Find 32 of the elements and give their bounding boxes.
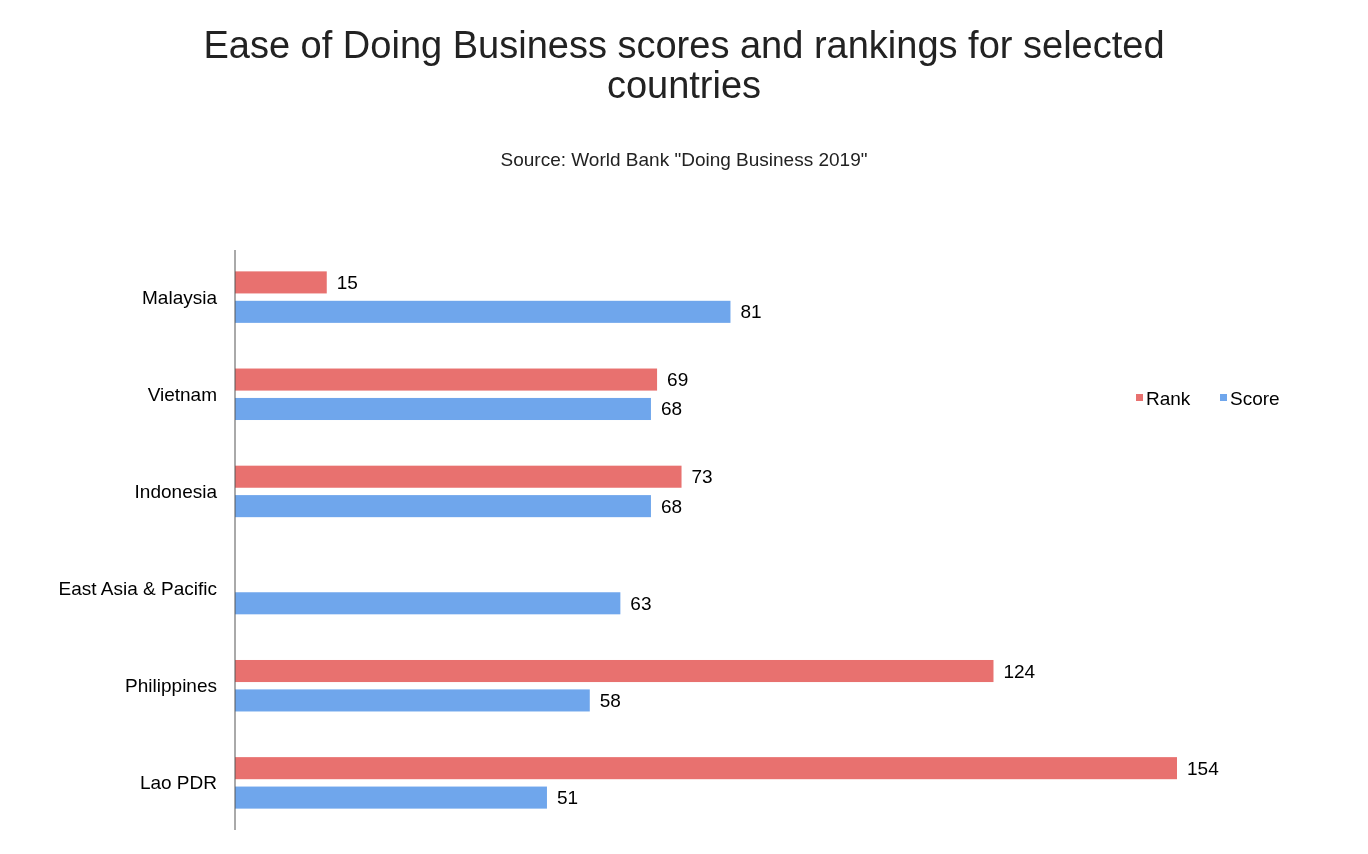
y-tick-label: East Asia & Pacific <box>58 578 217 600</box>
data-label: 81 <box>740 301 762 323</box>
data-label: 15 <box>336 271 358 293</box>
bar <box>235 271 327 294</box>
bar <box>235 495 651 518</box>
data-label: 58 <box>599 689 621 711</box>
bar <box>235 659 994 683</box>
legend-label: Rank <box>1146 387 1191 409</box>
bar <box>235 300 731 323</box>
data-label: 68 <box>660 495 683 517</box>
chart-title: Ease of Doing Business scores and rankings for selected countries <box>203 24 1165 106</box>
data-label: 124 <box>1003 660 1036 682</box>
data-label: 63 <box>630 592 652 614</box>
data-label: 51 <box>556 787 579 809</box>
data-label: 73 <box>691 466 713 488</box>
y-tick-label: Philippines <box>125 675 217 697</box>
legend-label: Score <box>1230 387 1280 409</box>
data-label: 154 <box>1187 757 1220 779</box>
bar <box>235 786 547 809</box>
y-tick-label: Malaysia <box>142 286 218 308</box>
bar <box>235 592 621 615</box>
bar <box>235 368 658 391</box>
y-tick-label: Lao PDR <box>139 772 217 794</box>
bar <box>235 397 651 421</box>
y-tick-label: Vietnam <box>147 383 217 405</box>
bar <box>235 465 682 488</box>
data-label: 68 <box>660 398 683 420</box>
bar <box>235 757 1177 780</box>
data-label: 69 <box>667 369 689 391</box>
chart-subtitle: Source: World Bank "Doing Business 2019" <box>500 149 868 170</box>
y-tick-label: Indonesia <box>134 480 218 502</box>
bar <box>235 689 590 712</box>
